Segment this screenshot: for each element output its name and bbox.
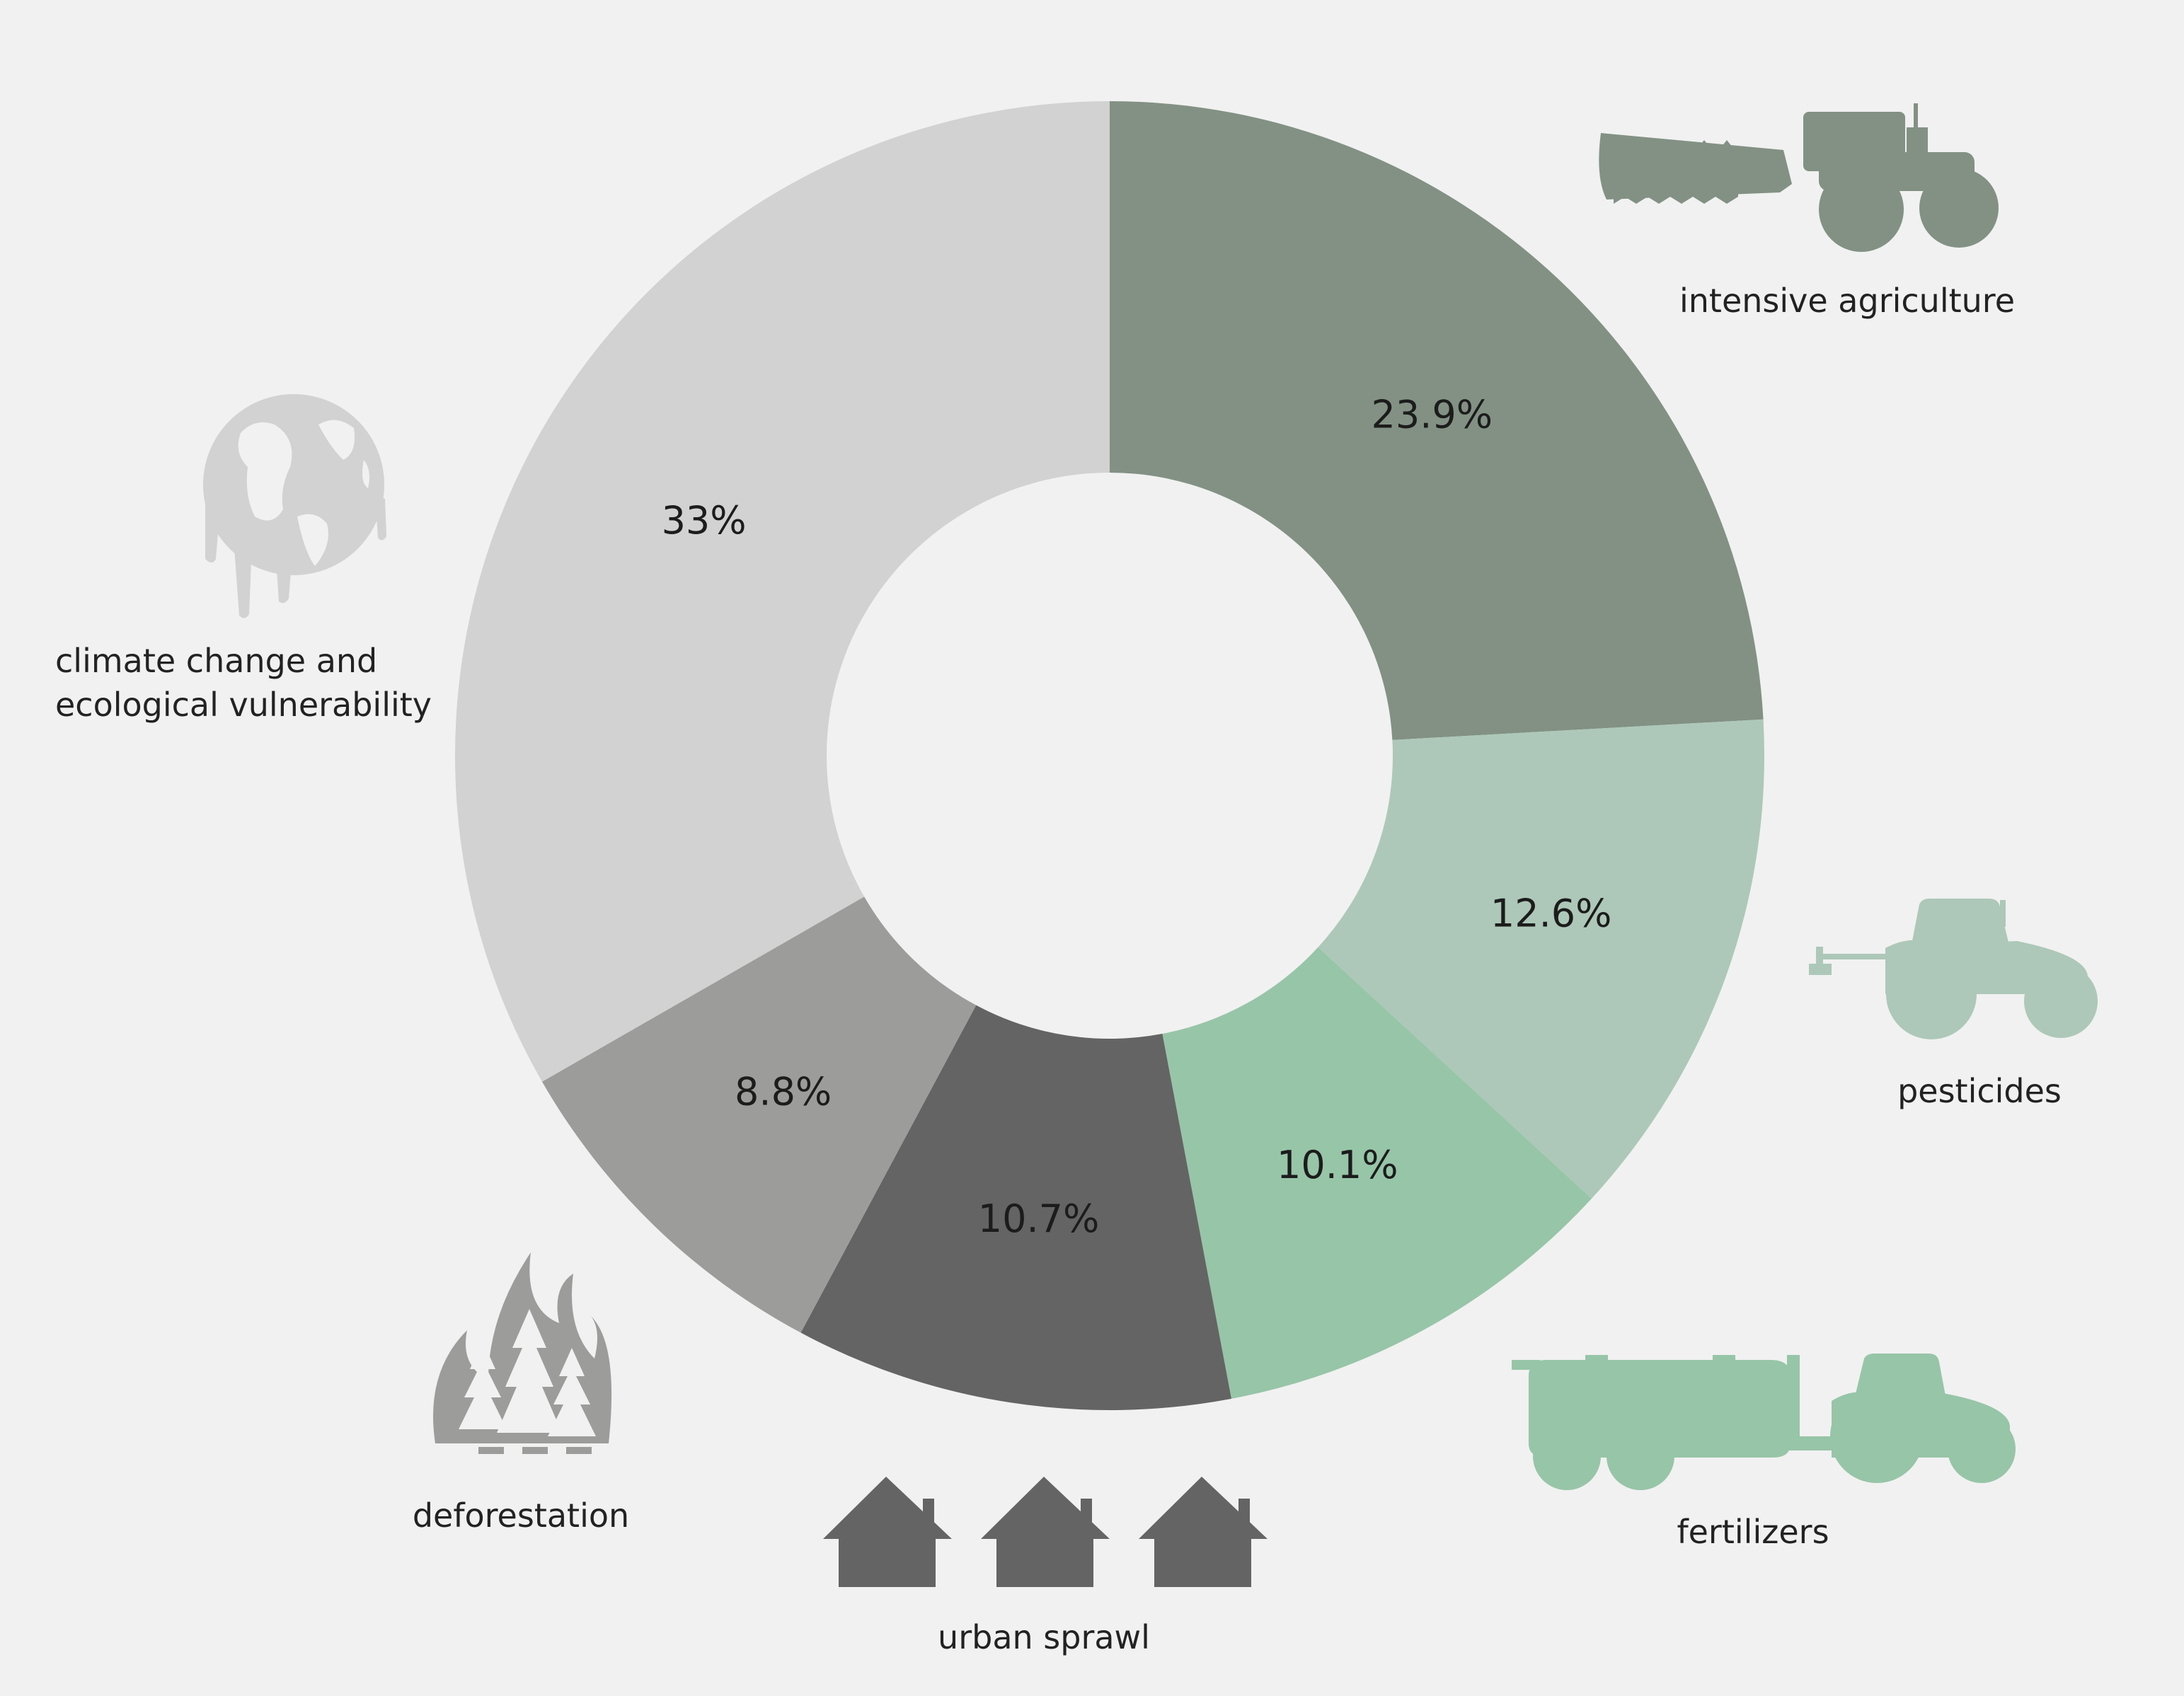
label-climate-change-line1: climate change and xyxy=(55,642,377,680)
value-label-1: 12.6% xyxy=(1490,891,1612,935)
houses-icon xyxy=(823,1477,1268,1587)
label-deforestation: deforestation xyxy=(413,1496,629,1535)
forest-fire-icon xyxy=(433,1252,612,1454)
value-label-5: 33% xyxy=(662,498,747,543)
donut-slices xyxy=(455,101,1764,1410)
label-intensive-agriculture: intensive agriculture xyxy=(1679,282,2015,320)
slice-value-labels: 23.9% 12.6% 10.1% 10.7% 8.8% 33% xyxy=(662,393,1612,1241)
value-label-3: 10.7% xyxy=(978,1196,1100,1241)
slice-urban-sprawl xyxy=(800,1005,1232,1410)
value-label-0: 23.9% xyxy=(1372,393,1493,437)
tractor-tanker-icon xyxy=(1512,1354,2016,1490)
slice-intensive-agriculture xyxy=(1110,101,1764,740)
value-label-2: 10.1% xyxy=(1277,1143,1398,1187)
label-fertilizers: fertilizers xyxy=(1677,1513,1829,1551)
label-pesticides: pesticides xyxy=(1897,1072,2062,1110)
slice-climate-change xyxy=(455,101,1110,1082)
value-label-4: 8.8% xyxy=(735,1069,832,1114)
label-urban-sprawl: urban sprawl xyxy=(938,1618,1150,1656)
tractor-plough-icon xyxy=(1599,103,1999,252)
slice-deforestation xyxy=(541,896,977,1333)
tractor-sprayer-icon xyxy=(1809,899,2098,1039)
slice-pesticides xyxy=(1318,719,1764,1199)
label-climate-change-line2: ecological vulnerability xyxy=(55,686,432,724)
category-labels: intensive agriculture pesticides fertili… xyxy=(55,282,2062,1656)
melting-globe-icon xyxy=(203,394,386,618)
slice-fertilizers xyxy=(1162,947,1592,1399)
